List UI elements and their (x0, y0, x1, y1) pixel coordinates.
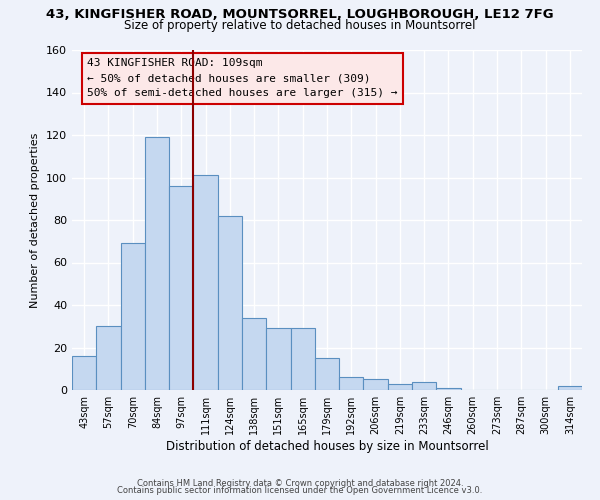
Bar (242, 318, 266, 390)
X-axis label: Distribution of detached houses by size in Mountsorrel: Distribution of detached houses by size … (166, 440, 488, 453)
Text: Size of property relative to detached houses in Mountsorrel: Size of property relative to detached ho… (124, 18, 476, 32)
Bar (169, 186, 193, 390)
Text: Contains HM Land Registry data © Crown copyright and database right 2024.: Contains HM Land Registry data © Crown c… (137, 478, 463, 488)
Bar (193, 176, 218, 390)
Text: Contains public sector information licensed under the Open Government Licence v3: Contains public sector information licen… (118, 486, 482, 495)
Bar (145, 137, 169, 390)
Bar (290, 328, 315, 390)
Y-axis label: Number of detached properties: Number of detached properties (31, 132, 40, 308)
Bar (218, 216, 242, 390)
Text: 43, KINGFISHER ROAD, MOUNTSORREL, LOUGHBOROUGH, LE12 7FG: 43, KINGFISHER ROAD, MOUNTSORREL, LOUGHB… (46, 8, 554, 20)
Bar (96, 326, 121, 390)
Bar (339, 378, 364, 390)
Bar (315, 358, 339, 390)
Bar (436, 388, 461, 390)
Bar (388, 384, 412, 390)
Bar (266, 328, 290, 390)
Bar (364, 380, 388, 390)
Text: 43 KINGFISHER ROAD: 109sqm
← 50% of detached houses are smaller (309)
50% of sem: 43 KINGFISHER ROAD: 109sqm ← 50% of deta… (88, 58, 398, 98)
Bar (558, 386, 582, 390)
Bar (121, 244, 145, 390)
Bar (412, 382, 436, 390)
Bar (72, 356, 96, 390)
